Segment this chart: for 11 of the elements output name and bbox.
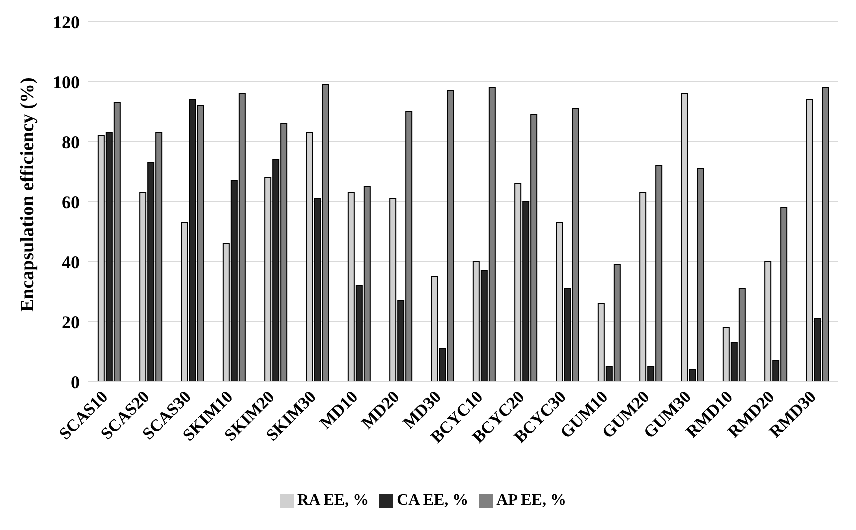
y-axis-title: Encapsulation efficiency (%) <box>18 78 39 312</box>
y-tick-label: 60 <box>62 192 80 212</box>
y-tick-label: 80 <box>62 132 80 152</box>
y-tick-label: 20 <box>62 312 80 332</box>
y-tick-label: 120 <box>53 12 80 32</box>
y-tick-label: 0 <box>71 372 80 392</box>
legend-label: RA EE, % <box>298 492 370 509</box>
legend-label: AP EE, % <box>496 492 566 509</box>
y-tick-label: 40 <box>62 252 80 272</box>
y-tick-label: 100 <box>53 72 80 92</box>
legend-label: CA EE, % <box>397 492 469 509</box>
